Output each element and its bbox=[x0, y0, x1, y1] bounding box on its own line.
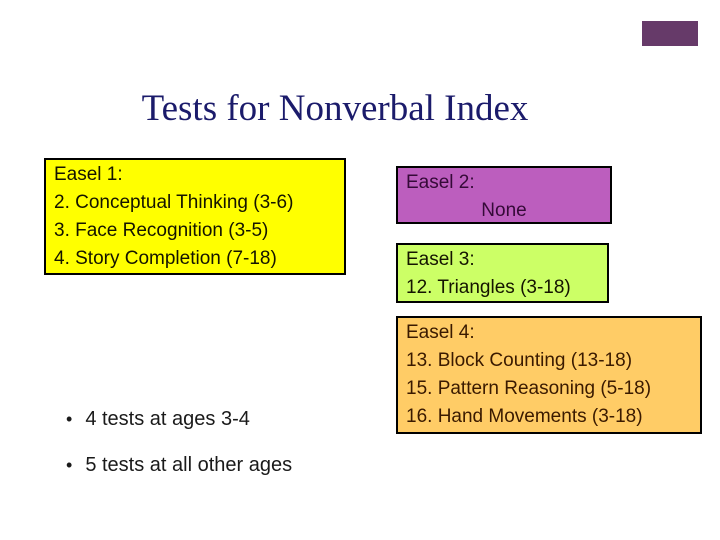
slide-title: Tests for Nonverbal Index bbox=[141, 88, 529, 129]
easel-2-item: None bbox=[481, 200, 527, 221]
bullet-marker: • bbox=[66, 455, 73, 475]
easel-4-box: Easel 4: 13. Block Counting (13-18) 15. … bbox=[396, 316, 702, 434]
easel-1-item: 4. Story Completion (7-18) bbox=[54, 248, 277, 269]
bullet-item: • 5 tests at all other ages bbox=[66, 452, 292, 478]
easel-2-heading: Easel 2: bbox=[406, 172, 475, 193]
easel-4-heading: Easel 4: bbox=[406, 322, 475, 343]
easel-3-item: 12. Triangles (3-18) bbox=[406, 277, 571, 298]
easel-1-item: 3. Face Recognition (3-5) bbox=[54, 220, 269, 241]
easel-1-item: 2. Conceptual Thinking (3-6) bbox=[54, 192, 294, 213]
easel-3-box: Easel 3: 12. Triangles (3-18) bbox=[396, 243, 609, 303]
easel-4-item: 13. Block Counting (13-18) bbox=[406, 350, 633, 371]
bullet-list: • 4 tests at ages 3-4 • 5 tests at all o… bbox=[66, 406, 292, 498]
decorative-corner-rect bbox=[642, 21, 698, 46]
easel-3-heading: Easel 3: bbox=[406, 249, 475, 270]
bullet-marker: • bbox=[66, 409, 73, 429]
easel-4-item: 16. Hand Movements (3-18) bbox=[406, 406, 643, 427]
bullet-text: 5 tests at all other ages bbox=[85, 454, 293, 476]
bullet-item: • 4 tests at ages 3-4 bbox=[66, 406, 292, 432]
easel-2-box: Easel 2: None bbox=[396, 166, 612, 224]
easel-4-item: 15. Pattern Reasoning (5-18) bbox=[406, 378, 652, 399]
easel-1-box: Easel 1: 2. Conceptual Thinking (3-6) 3.… bbox=[44, 158, 346, 275]
easel-1-heading: Easel 1: bbox=[54, 164, 123, 185]
bullet-text: 4 tests at ages 3-4 bbox=[85, 408, 250, 430]
